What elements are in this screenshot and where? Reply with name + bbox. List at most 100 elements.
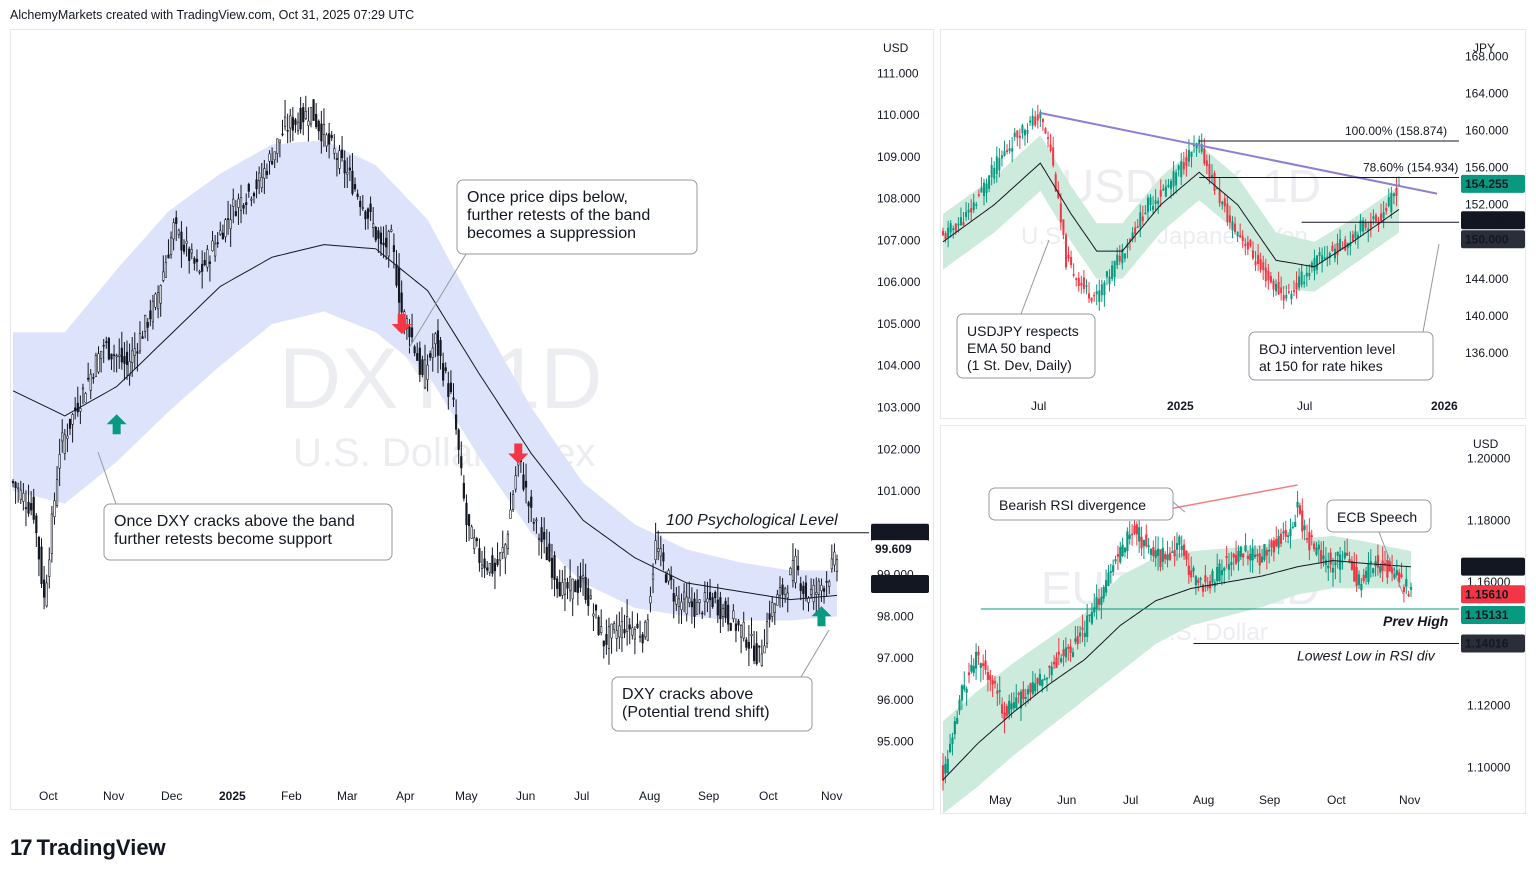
eurusd-y-tick: 1.20000 bbox=[1467, 452, 1511, 466]
candle-body bbox=[1331, 568, 1335, 573]
eurusd-note-ecb-pointer bbox=[1378, 531, 1404, 595]
candle-body bbox=[501, 547, 504, 554]
candle-body bbox=[1078, 632, 1082, 637]
candle-body bbox=[727, 604, 730, 625]
candle-body bbox=[1095, 291, 1098, 295]
dxy-x-tick: Feb bbox=[281, 789, 302, 803]
candle-body bbox=[1359, 220, 1362, 232]
candle-body bbox=[1350, 560, 1354, 570]
candle-body bbox=[330, 135, 333, 139]
candle-body bbox=[1372, 568, 1375, 573]
candle-body bbox=[509, 509, 512, 519]
candle-body bbox=[558, 582, 561, 597]
candle-body bbox=[1298, 276, 1301, 288]
candle-body bbox=[1364, 570, 1368, 579]
candle-body bbox=[721, 608, 725, 617]
candle-body bbox=[320, 123, 323, 142]
candle-body bbox=[1128, 534, 1131, 540]
candle-body bbox=[667, 570, 670, 582]
candle-body bbox=[203, 260, 206, 266]
candle-body bbox=[423, 359, 427, 389]
candle-body bbox=[941, 230, 944, 236]
candle-body bbox=[1200, 144, 1203, 152]
candle-body bbox=[444, 367, 447, 371]
candle-body bbox=[1041, 679, 1044, 687]
candle-body bbox=[815, 592, 818, 595]
candle-body bbox=[1008, 700, 1011, 715]
candle-body bbox=[605, 634, 608, 645]
candle-body bbox=[1308, 273, 1311, 277]
candle-body bbox=[594, 604, 598, 611]
candle-body bbox=[956, 718, 959, 724]
usdjpy-x-tick: 2026 bbox=[1431, 399, 1458, 413]
candle-body bbox=[1282, 294, 1285, 301]
usdjpy-chart[interactable]: USDJPY, 1DU.S. Dollar / Japanese Yen100.… bbox=[941, 30, 1526, 419]
dxy-100-level-label: 100 Psychological Level bbox=[666, 512, 838, 529]
candle-body bbox=[817, 580, 820, 595]
candle-body bbox=[633, 628, 636, 640]
candle-body bbox=[1239, 546, 1242, 557]
candle-body bbox=[1071, 652, 1075, 657]
candle-body bbox=[1382, 212, 1385, 219]
candle-body bbox=[1049, 144, 1052, 151]
usdjpy-fib-label: 78.60% (154.934) bbox=[1363, 161, 1458, 175]
candle-body bbox=[242, 205, 245, 209]
dxy-note-trend-shift-box bbox=[611, 676, 813, 732]
usdjpy-currency-label: JPY bbox=[1473, 41, 1495, 55]
dxy-y-tick: 95.000 bbox=[877, 735, 914, 749]
candle-body bbox=[1175, 543, 1179, 550]
candle-body bbox=[1161, 547, 1164, 562]
dxy-y-tick: 98.000 bbox=[877, 609, 914, 623]
eurusd-chart-panel[interactable]: EURUSD, 1DEuro / U.S. DollarPrev HighLow… bbox=[940, 425, 1526, 814]
candle-body bbox=[359, 200, 362, 208]
candle-body bbox=[1145, 534, 1148, 547]
usdjpy-ema-band bbox=[943, 135, 1399, 292]
candle-body bbox=[177, 229, 180, 235]
candle-body bbox=[659, 548, 662, 557]
candle-body bbox=[81, 387, 85, 390]
candle-body bbox=[40, 546, 43, 584]
candle-body bbox=[1223, 198, 1226, 207]
candle-body bbox=[1012, 702, 1016, 709]
candle-body bbox=[569, 576, 572, 592]
candle-body bbox=[1057, 651, 1060, 655]
candle-body bbox=[1259, 259, 1262, 270]
eurusd-chart[interactable]: EURUSD, 1DEuro / U.S. DollarPrev HighLow… bbox=[941, 426, 1526, 814]
candle-body bbox=[496, 559, 499, 565]
dxy-tag-close-bg bbox=[871, 540, 929, 559]
candle-body bbox=[1249, 239, 1252, 246]
candle-body bbox=[1405, 579, 1408, 587]
candle-body bbox=[607, 626, 611, 649]
candle-body bbox=[1241, 236, 1244, 242]
dxy-note-support-box bbox=[103, 503, 393, 561]
candle-body bbox=[480, 564, 484, 569]
candle-body bbox=[1226, 203, 1229, 223]
dxy-note-suppression-line: becomes a suppression bbox=[467, 225, 636, 242]
candle-body bbox=[467, 514, 471, 527]
candle-body bbox=[1263, 544, 1266, 560]
candle-body bbox=[993, 681, 997, 684]
usdjpy-tag-close: 154.255 bbox=[1465, 177, 1509, 191]
candle-body bbox=[949, 223, 952, 233]
candle-body bbox=[771, 602, 774, 617]
eurusd-y-tick: 1.12000 bbox=[1467, 699, 1511, 713]
dxy-note-support-line: Once DXY cracks above the band bbox=[114, 513, 355, 530]
candle-body bbox=[460, 456, 463, 469]
tradingview-logo[interactable]: 17 TradingView bbox=[10, 834, 166, 862]
candle-body bbox=[688, 597, 691, 604]
candle-body bbox=[1039, 111, 1042, 119]
candle-body bbox=[1100, 284, 1103, 296]
candle-body bbox=[993, 167, 996, 179]
candle-body bbox=[1357, 234, 1360, 238]
candle-body bbox=[1162, 188, 1165, 191]
candle-body bbox=[804, 582, 808, 598]
candle-body bbox=[1180, 545, 1183, 550]
dxy-tag-100: 100.000 bbox=[875, 526, 919, 540]
candle-body bbox=[1182, 544, 1186, 556]
usdjpy-chart-panel[interactable]: USDJPY, 1DU.S. Dollar / Japanese Yen100.… bbox=[940, 29, 1526, 419]
candle-body bbox=[214, 243, 217, 257]
candle-body bbox=[465, 502, 468, 525]
candle-body bbox=[532, 521, 535, 524]
